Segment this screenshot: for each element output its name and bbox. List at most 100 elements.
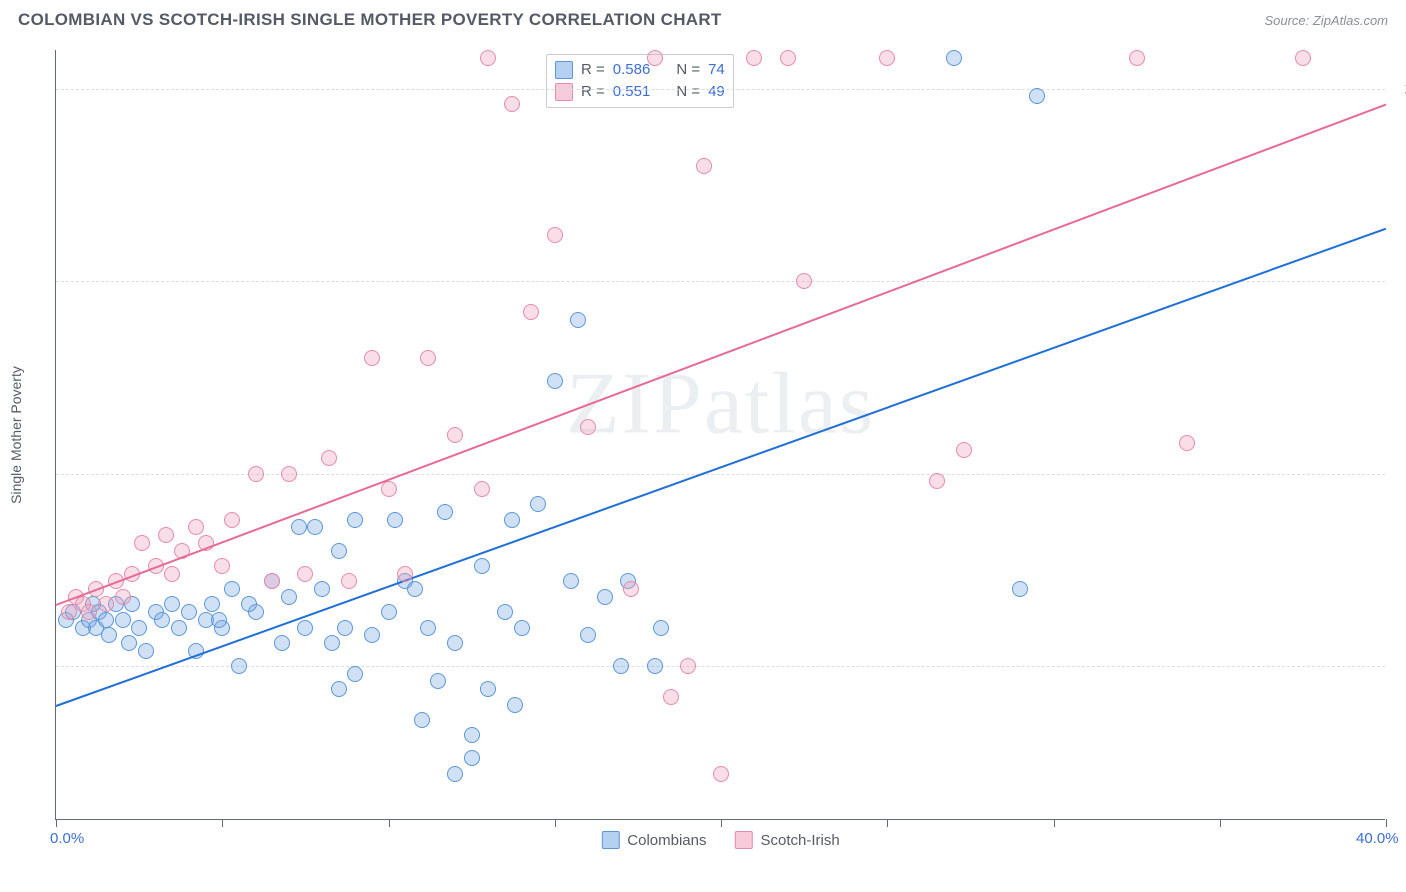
chart-title: COLOMBIAN VS SCOTCH-IRISH SINGLE MOTHER …	[18, 10, 722, 30]
data-point	[274, 635, 290, 651]
data-point	[324, 635, 340, 651]
data-point	[314, 581, 330, 597]
legend-r-label: R =	[581, 59, 605, 81]
data-point	[1029, 88, 1045, 104]
data-point	[164, 566, 180, 582]
legend-n-value: 49	[708, 81, 725, 103]
x-tick	[887, 819, 888, 827]
data-point	[447, 766, 463, 782]
data-point	[1012, 581, 1028, 597]
data-point	[946, 50, 962, 66]
data-point	[115, 589, 131, 605]
data-point	[647, 658, 663, 674]
data-point	[474, 481, 490, 497]
x-tick-label: 40.0%	[1356, 830, 1399, 847]
watermark: ZIPatlas	[566, 353, 875, 454]
data-point	[464, 750, 480, 766]
legend-n-value: 74	[708, 59, 725, 81]
x-tick	[721, 819, 722, 827]
data-point	[321, 450, 337, 466]
legend-swatch	[735, 831, 753, 849]
data-point	[447, 427, 463, 443]
legend-r-value: 0.551	[613, 81, 651, 103]
x-tick	[1386, 819, 1387, 827]
data-point	[480, 681, 496, 697]
data-point	[780, 50, 796, 66]
x-tick	[56, 819, 57, 827]
data-point	[115, 612, 131, 628]
legend-row: R =0.586N =74	[555, 59, 725, 81]
data-point	[381, 604, 397, 620]
gridline	[56, 89, 1385, 90]
x-tick-label: 0.0%	[50, 830, 84, 847]
data-point	[131, 620, 147, 636]
data-point	[98, 596, 114, 612]
data-point	[879, 50, 895, 66]
data-point	[364, 350, 380, 366]
data-point	[331, 543, 347, 559]
legend-r-value: 0.586	[613, 59, 651, 81]
data-point	[597, 589, 613, 605]
data-point	[291, 519, 307, 535]
data-point	[241, 596, 257, 612]
y-tick-label: 50.0%	[1395, 465, 1406, 482]
data-point	[613, 658, 629, 674]
data-point	[696, 158, 712, 174]
data-point	[497, 604, 513, 620]
legend-n-label: N =	[676, 81, 700, 103]
data-point	[381, 481, 397, 497]
gridline	[56, 281, 1385, 282]
x-tick	[389, 819, 390, 827]
data-point	[211, 612, 227, 628]
data-point	[570, 312, 586, 328]
data-point	[331, 681, 347, 697]
data-point	[164, 596, 180, 612]
legend-swatch	[555, 83, 573, 101]
data-point	[623, 581, 639, 597]
x-tick	[222, 819, 223, 827]
data-point	[188, 519, 204, 535]
data-point	[214, 558, 230, 574]
data-point	[337, 620, 353, 636]
data-point	[1295, 50, 1311, 66]
data-point	[680, 658, 696, 674]
chart-area: ZIPatlas Single Mother Poverty R =0.586N…	[55, 50, 1385, 820]
data-point	[430, 673, 446, 689]
data-point	[224, 512, 240, 528]
data-point	[307, 519, 323, 535]
data-point	[580, 419, 596, 435]
legend-label: Colombians	[627, 832, 706, 849]
data-point	[653, 620, 669, 636]
data-point	[580, 627, 596, 643]
data-point	[297, 566, 313, 582]
data-point	[547, 373, 563, 389]
y-axis-title: Single Mother Poverty	[8, 366, 24, 504]
data-point	[746, 50, 762, 66]
data-point	[530, 496, 546, 512]
data-point	[397, 566, 413, 582]
data-point	[387, 512, 403, 528]
data-point	[504, 512, 520, 528]
data-point	[347, 512, 363, 528]
data-point	[138, 643, 154, 659]
data-point	[507, 697, 523, 713]
x-tick	[555, 819, 556, 827]
legend-label: Scotch-Irish	[761, 832, 840, 849]
data-point	[447, 635, 463, 651]
data-point	[101, 627, 117, 643]
data-point	[158, 527, 174, 543]
plot-region: ZIPatlas Single Mother Poverty R =0.586N…	[55, 50, 1385, 820]
data-point	[204, 596, 220, 612]
data-point	[224, 581, 240, 597]
legend-swatch	[601, 831, 619, 849]
y-tick-label: 75.0%	[1395, 273, 1406, 290]
data-point	[956, 442, 972, 458]
data-point	[1129, 50, 1145, 66]
data-point	[474, 558, 490, 574]
data-point	[547, 227, 563, 243]
data-point	[929, 473, 945, 489]
data-point	[647, 50, 663, 66]
data-point	[347, 666, 363, 682]
series-legend: Colombians Scotch-Irish	[601, 831, 839, 849]
data-point	[663, 689, 679, 705]
